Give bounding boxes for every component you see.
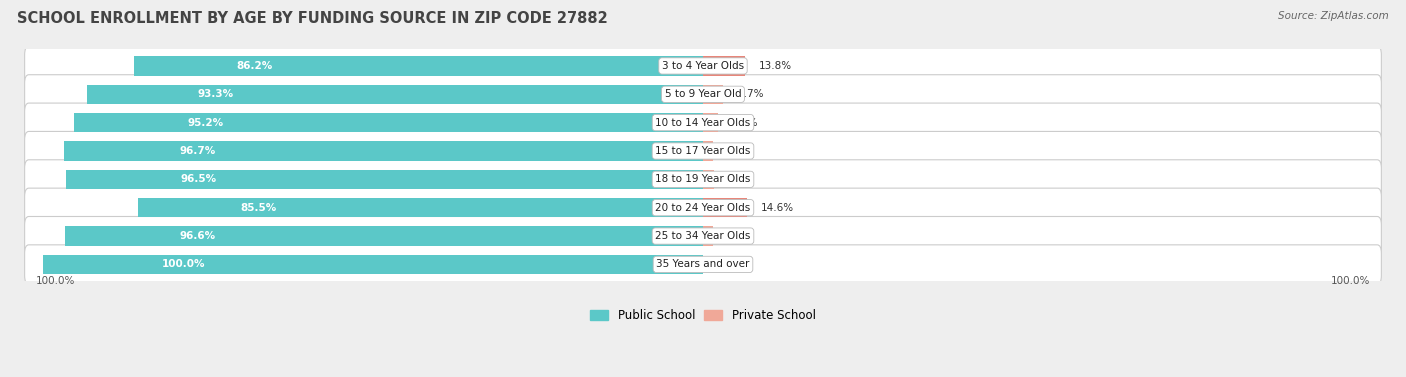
Text: 3.3%: 3.3% bbox=[727, 146, 754, 156]
FancyBboxPatch shape bbox=[25, 160, 1381, 199]
FancyBboxPatch shape bbox=[703, 56, 745, 75]
Text: 96.6%: 96.6% bbox=[180, 231, 217, 241]
FancyBboxPatch shape bbox=[134, 56, 703, 75]
Text: 10 to 14 Year Olds: 10 to 14 Year Olds bbox=[655, 118, 751, 128]
FancyBboxPatch shape bbox=[25, 188, 1381, 227]
Text: Source: ZipAtlas.com: Source: ZipAtlas.com bbox=[1278, 11, 1389, 21]
FancyBboxPatch shape bbox=[703, 113, 717, 132]
Text: 86.2%: 86.2% bbox=[236, 61, 273, 71]
FancyBboxPatch shape bbox=[703, 141, 713, 161]
Text: 13.8%: 13.8% bbox=[758, 61, 792, 71]
Text: 93.3%: 93.3% bbox=[198, 89, 233, 99]
FancyBboxPatch shape bbox=[25, 245, 1381, 284]
Legend: Public School, Private School: Public School, Private School bbox=[586, 304, 820, 326]
FancyBboxPatch shape bbox=[65, 141, 703, 161]
FancyBboxPatch shape bbox=[75, 113, 703, 132]
Text: 3 to 4 Year Olds: 3 to 4 Year Olds bbox=[662, 61, 744, 71]
Text: 5 to 9 Year Old: 5 to 9 Year Old bbox=[665, 89, 741, 99]
FancyBboxPatch shape bbox=[703, 198, 747, 218]
Text: 25 to 34 Year Olds: 25 to 34 Year Olds bbox=[655, 231, 751, 241]
FancyBboxPatch shape bbox=[25, 132, 1381, 170]
FancyBboxPatch shape bbox=[138, 198, 703, 218]
FancyBboxPatch shape bbox=[65, 227, 703, 246]
Text: 96.5%: 96.5% bbox=[180, 174, 217, 184]
FancyBboxPatch shape bbox=[25, 46, 1381, 86]
Text: 35 Years and over: 35 Years and over bbox=[657, 259, 749, 270]
Text: 18 to 19 Year Olds: 18 to 19 Year Olds bbox=[655, 174, 751, 184]
Text: 95.2%: 95.2% bbox=[187, 118, 224, 128]
Text: SCHOOL ENROLLMENT BY AGE BY FUNDING SOURCE IN ZIP CODE 27882: SCHOOL ENROLLMENT BY AGE BY FUNDING SOUR… bbox=[17, 11, 607, 26]
FancyBboxPatch shape bbox=[25, 103, 1381, 142]
FancyBboxPatch shape bbox=[25, 216, 1381, 256]
FancyBboxPatch shape bbox=[25, 75, 1381, 114]
FancyBboxPatch shape bbox=[703, 170, 714, 189]
FancyBboxPatch shape bbox=[87, 85, 703, 104]
Text: 100.0%: 100.0% bbox=[1331, 276, 1371, 286]
Text: 14.6%: 14.6% bbox=[761, 203, 794, 213]
Text: 85.5%: 85.5% bbox=[240, 203, 276, 213]
Text: 20 to 24 Year Olds: 20 to 24 Year Olds bbox=[655, 203, 751, 213]
Text: 96.7%: 96.7% bbox=[180, 146, 215, 156]
FancyBboxPatch shape bbox=[66, 170, 703, 189]
Text: 3.5%: 3.5% bbox=[727, 174, 754, 184]
Text: 6.7%: 6.7% bbox=[737, 89, 763, 99]
Text: 0.0%: 0.0% bbox=[717, 259, 742, 270]
FancyBboxPatch shape bbox=[703, 85, 723, 104]
Text: 4.8%: 4.8% bbox=[731, 118, 758, 128]
Text: 3.4%: 3.4% bbox=[727, 231, 754, 241]
Text: 15 to 17 Year Olds: 15 to 17 Year Olds bbox=[655, 146, 751, 156]
Text: 100.0%: 100.0% bbox=[35, 276, 75, 286]
Text: 100.0%: 100.0% bbox=[162, 259, 205, 270]
FancyBboxPatch shape bbox=[703, 227, 713, 246]
FancyBboxPatch shape bbox=[42, 255, 703, 274]
